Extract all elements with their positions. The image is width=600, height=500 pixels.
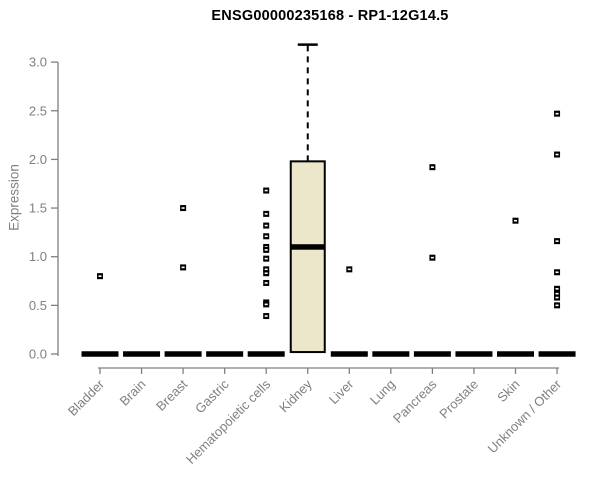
collapsed-box-breast xyxy=(164,351,202,357)
x-label-breast: Breast xyxy=(153,376,190,413)
outlier-point-center xyxy=(514,219,517,222)
outlier-point-center xyxy=(430,256,434,259)
outlier-point-center xyxy=(264,249,268,251)
collapsed-box-brain xyxy=(123,351,161,357)
y-tick-label: 2.5 xyxy=(29,103,47,118)
outlier-point-center xyxy=(181,207,185,209)
collapsed-box-liver xyxy=(330,351,368,357)
outlier-point-center xyxy=(264,315,268,317)
x-label-unknown-other: Unknown / Other xyxy=(485,376,565,456)
y-tick-label: 0.0 xyxy=(29,347,47,362)
x-label-kidney: Kidney xyxy=(276,376,315,415)
x-label-bladder: Bladder xyxy=(65,376,108,419)
collapsed-box-prostate xyxy=(455,351,493,357)
outlier-point-center xyxy=(264,257,268,260)
outlier-point-center xyxy=(264,213,268,215)
outlier-point-center xyxy=(264,189,268,192)
outlier-point-center xyxy=(555,240,559,242)
outlier-point-center xyxy=(264,303,268,306)
outlier-point-center xyxy=(555,288,559,290)
y-tick-label: 1.0 xyxy=(29,249,47,264)
box-median-kidney xyxy=(290,244,325,250)
collapsed-box-bladder xyxy=(81,351,119,357)
outlier-point-center xyxy=(264,282,268,284)
x-label-liver: Liver xyxy=(326,376,357,407)
box-kidney xyxy=(289,160,326,354)
x-label-prostate: Prostate xyxy=(436,377,481,422)
outlier-point-center xyxy=(181,266,185,269)
outlier-point-center xyxy=(347,268,351,271)
collapsed-box-gastric xyxy=(206,351,244,357)
collapsed-box-pancreas xyxy=(413,351,451,357)
x-label-brain: Brain xyxy=(117,377,149,409)
outlier-point-center xyxy=(98,275,102,277)
chart-title: ENSG00000235168 - RP1-12G14.5 xyxy=(211,8,449,24)
collapsed-box-lung xyxy=(372,351,410,357)
collapsed-box-hematopoietic-cells xyxy=(247,351,285,357)
y-tick-label: 3.0 xyxy=(29,55,47,70)
x-label-skin: Skin xyxy=(494,377,522,405)
y-tick-label: 2.0 xyxy=(29,152,47,167)
outlier-point-center xyxy=(555,112,559,115)
outlier-point-center xyxy=(555,304,559,307)
collapsed-box-skin xyxy=(497,351,534,357)
y-tick-label: 0.5 xyxy=(29,298,47,313)
outlier-point-center xyxy=(430,166,434,168)
outlier-point-center xyxy=(264,272,268,275)
y-tick-label: 1.5 xyxy=(29,201,47,216)
outlier-point-center xyxy=(555,153,559,156)
outlier-point-center xyxy=(264,235,268,238)
outlier-point-center xyxy=(555,271,559,274)
outlier-point-center xyxy=(264,224,268,227)
outlier-point-center xyxy=(555,292,559,295)
x-label-gastric: Gastric xyxy=(192,376,232,416)
outlier-point-center xyxy=(555,296,559,299)
outlier-point-center xyxy=(264,268,268,271)
x-label-pancreas: Pancreas xyxy=(390,376,440,426)
collapsed-box-unknown-other xyxy=(538,351,576,357)
x-label-lung: Lung xyxy=(367,377,398,408)
